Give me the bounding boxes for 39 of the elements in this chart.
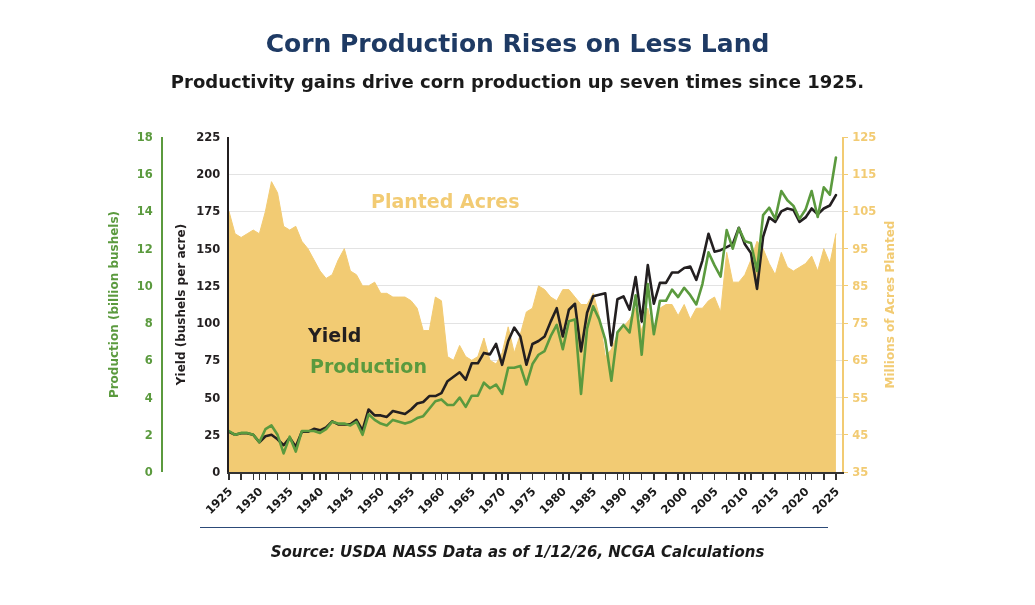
y3-tick-label: 2 bbox=[144, 427, 153, 442]
y-tick-label: 100 bbox=[196, 316, 221, 331]
chart-subtitle: Productivity gains drive corn production up seven times since 1925. bbox=[170, 70, 865, 93]
y3-tick-label: 4 bbox=[144, 390, 153, 405]
y-tick-label: 50 bbox=[204, 390, 221, 405]
y-axis-title: Yield (bushels per acre) bbox=[174, 223, 189, 387]
y2-tick-label: 105 bbox=[852, 204, 877, 219]
y3-tick-label: 16 bbox=[136, 167, 153, 182]
y-tick-label: 25 bbox=[204, 427, 221, 442]
source-note: Source: USDA NASS Data as of 1/12/26, NCGA Calculations bbox=[270, 543, 765, 562]
text: Yield bbox=[307, 324, 362, 346]
y3-tick-label: 18 bbox=[136, 130, 153, 145]
y-tick-label: 200 bbox=[196, 167, 221, 182]
y2-tick-label: 55 bbox=[852, 390, 869, 405]
y-tick-label: 125 bbox=[196, 278, 221, 293]
text: Planted Acres bbox=[371, 190, 520, 212]
y3-tick-label: 8 bbox=[144, 316, 153, 331]
y-tick-label: 175 bbox=[196, 204, 221, 219]
y2-tick-label: 115 bbox=[852, 167, 877, 182]
y3-tick-label: 0 bbox=[144, 465, 153, 480]
y3-tick-label: 12 bbox=[136, 241, 153, 256]
y-tick-label: 150 bbox=[196, 241, 221, 256]
chart-title: Corn Production Rises on Less Land bbox=[265, 29, 770, 59]
y2-tick-label: 45 bbox=[852, 427, 869, 442]
y2-axis-title: Millions of Acres Planted bbox=[882, 220, 897, 389]
y2-tick-label: 35 bbox=[852, 465, 869, 480]
y3-tick-label: 14 bbox=[136, 204, 153, 219]
y-tick-label: 75 bbox=[204, 353, 221, 368]
y-tick-label: 0 bbox=[212, 465, 221, 480]
series-label: Production bbox=[310, 355, 427, 377]
y2-tick-label: 125 bbox=[852, 130, 877, 145]
y2-tick-label: 75 bbox=[852, 316, 869, 331]
y3-tick-label: 10 bbox=[136, 278, 153, 293]
y-tick-label: 225 bbox=[196, 130, 221, 145]
y2-tick-label: 85 bbox=[852, 278, 869, 293]
y2-tick-label: 65 bbox=[852, 353, 869, 368]
y3-axis-title: Production (billion bushels) bbox=[107, 210, 122, 399]
y3-tick-label: 6 bbox=[144, 353, 153, 368]
y2-tick-label: 95 bbox=[852, 241, 869, 256]
